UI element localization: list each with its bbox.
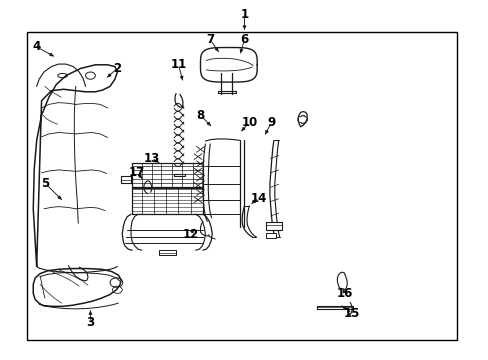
Text: 16: 16: [336, 287, 352, 300]
Text: 13: 13: [143, 152, 160, 165]
Text: 11: 11: [170, 58, 186, 71]
Text: 4: 4: [33, 40, 41, 53]
Text: 7: 7: [206, 33, 214, 46]
Text: 17: 17: [128, 166, 145, 179]
Text: 1: 1: [240, 8, 248, 21]
Text: 9: 9: [267, 116, 275, 129]
Bar: [265, 222, 281, 230]
Bar: [27, 32, 456, 340]
Bar: [159, 250, 176, 255]
Text: 12: 12: [182, 228, 199, 240]
Text: 5: 5: [41, 177, 49, 190]
Text: 14: 14: [250, 192, 267, 204]
Text: 3: 3: [86, 316, 94, 329]
Bar: [265, 233, 275, 238]
Text: 6: 6: [240, 33, 248, 46]
Text: 15: 15: [343, 307, 360, 320]
Text: 2: 2: [113, 62, 121, 75]
Text: 10: 10: [241, 116, 257, 129]
Text: 8: 8: [196, 109, 204, 122]
